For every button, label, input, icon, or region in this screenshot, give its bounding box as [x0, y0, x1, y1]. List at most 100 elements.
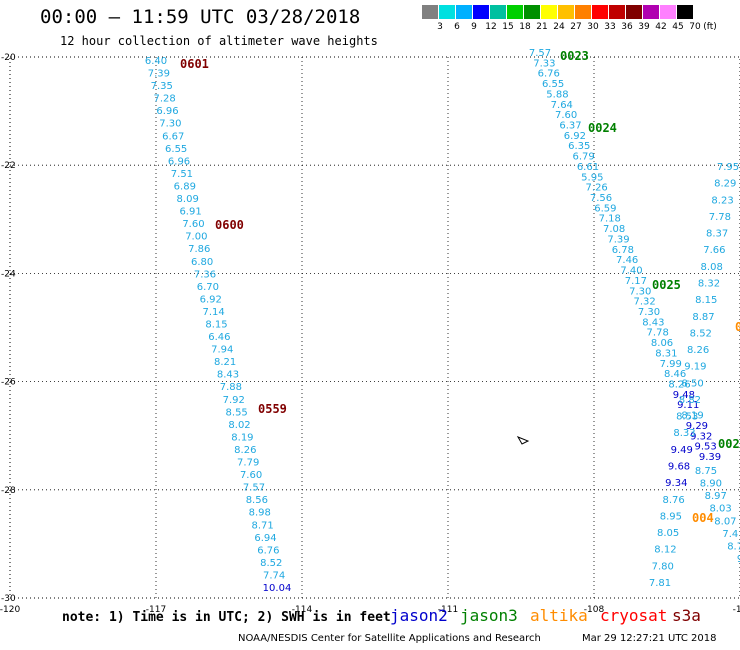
- colorbar-label: 27: [570, 22, 582, 32]
- wave-height-label: 8.98: [249, 508, 271, 519]
- colorbar-label: 36: [621, 22, 633, 32]
- colorbar-swatch: [626, 5, 642, 19]
- credit-line: NOAA/NESDIS Center for Satellite Applica…: [238, 633, 541, 644]
- colorbar-label: 18: [519, 22, 531, 32]
- wave-height-label: 8.46: [664, 369, 686, 380]
- wave-height-label: 7.78: [647, 328, 669, 339]
- chart-subtitle: 12 hour collection of altimeter wave hei…: [60, 34, 378, 48]
- wave-height-label: 9.11: [677, 400, 699, 411]
- wave-height-label: 5.95: [581, 172, 603, 183]
- wave-height-label: 8.15: [695, 295, 717, 306]
- wave-height-label: 8.09: [177, 194, 199, 205]
- wave-height-label: 7.4: [722, 529, 738, 540]
- colorbar-label: 15: [502, 22, 514, 32]
- wave-height-label: 8.43: [217, 370, 239, 381]
- island-outline: [516, 436, 530, 445]
- wave-height-label: 7.35: [151, 81, 173, 92]
- wave-height-label: 7.36: [194, 269, 216, 280]
- wave-height-label: 7.79: [237, 458, 259, 469]
- lon-tick-label: -114: [292, 605, 313, 615]
- wave-height-label: 7.17: [625, 276, 647, 287]
- wave-height-label: 7.64: [551, 100, 573, 111]
- colorbar-label: 21: [536, 22, 548, 32]
- wave-height-label: 8.71: [251, 520, 273, 531]
- satellite-jason2: jason2: [390, 606, 448, 625]
- wave-height-label: 8.90: [700, 479, 722, 490]
- pass-label: 0023: [560, 49, 589, 63]
- chart-title: 00:00 — 11:59 UTC 03/28/2018: [40, 6, 361, 28]
- wave-height-label: 9.53: [695, 442, 717, 453]
- colorbar-label: 30: [587, 22, 599, 32]
- colorbar-swatch: [575, 5, 591, 19]
- colorbar-swatch: [439, 5, 455, 19]
- wave-height-label: 7.30: [629, 286, 651, 297]
- wave-height-label: 8.50: [682, 378, 704, 389]
- wave-height-label: 5.88: [546, 89, 568, 100]
- wave-height-label: 8.32: [698, 278, 720, 289]
- wave-height-label: 6.35: [568, 141, 590, 152]
- wave-height-label: 6.59: [594, 203, 616, 214]
- satellite-jason3: jason3: [460, 606, 518, 625]
- wave-height-label: 7.51: [171, 169, 193, 180]
- wave-height-label: 7.26: [586, 183, 608, 194]
- wave-height-label: 8.52: [260, 558, 282, 569]
- colorbar-label: 42: [655, 22, 667, 32]
- wave-height-label: 8.23: [711, 195, 733, 206]
- wave-height-label: 8.05: [657, 528, 679, 539]
- colorbar-swatch: [541, 5, 557, 19]
- pass-label: 0600: [215, 218, 244, 232]
- wave-height-label: 8.19: [231, 432, 253, 443]
- wave-height-label: 7.39: [607, 234, 629, 245]
- wave-height-label: 7.33: [533, 58, 555, 69]
- wave-height-label: 6.92: [200, 294, 222, 305]
- wave-height-label: 9.34: [665, 478, 687, 489]
- altimeter-tracks: 6.407.397.357.286.967.306.676.556.967.51…: [145, 48, 740, 594]
- lon-tick-label: -10: [733, 605, 740, 615]
- wave-height-label: 6.55: [542, 79, 564, 90]
- lon-tick-label: -120: [0, 605, 20, 615]
- wave-height-label: 7.32: [633, 297, 655, 308]
- generated-timestamp: Mar 29 12:27:21 UTC 2018: [582, 633, 717, 644]
- colorbar-swatch: [456, 5, 472, 19]
- map-grid: [10, 57, 740, 598]
- wave-height-label: 7.99: [660, 359, 682, 370]
- wave-height-label: 8.21: [214, 357, 236, 368]
- wave-height-label: 7.46: [616, 255, 638, 266]
- colorbar-swatch: [592, 5, 608, 19]
- colorbar-swatch: [422, 5, 438, 19]
- wave-height-label: 7.30: [159, 119, 181, 130]
- wave-height-label: 8.15: [205, 320, 227, 331]
- wave-height-label: 7.60: [240, 470, 262, 481]
- wave-height-label: 8.19: [681, 411, 703, 422]
- pass-label: 004: [692, 511, 714, 525]
- lat-tick-label: -22: [1, 161, 16, 171]
- colorbar-swatch: [507, 5, 523, 19]
- wave-height-label: 6.40: [145, 56, 167, 67]
- footer-note: note: 1) Time is in UTC; 2) SWH is in fe…: [62, 610, 391, 625]
- wave-height-label: 9.49: [671, 445, 693, 456]
- wave-height-label: 7.60: [182, 219, 204, 230]
- wave-height-label: 8.97: [705, 491, 727, 502]
- wave-height-label: 7.74: [263, 570, 285, 581]
- wave-height-label: 7.78: [709, 212, 731, 223]
- pass-label: 0559: [258, 402, 287, 416]
- lon-tick-label: -111: [438, 605, 458, 615]
- colorbar-label: 12: [485, 22, 497, 32]
- wave-height-label: 8.06: [651, 338, 673, 349]
- colorbar-swatch: [660, 5, 676, 19]
- wave-height-label: 8.12: [654, 545, 676, 556]
- wave-height-label: 7.92: [223, 395, 245, 406]
- wave-height-label: 8.03: [709, 504, 731, 515]
- wave-height-label: 6.70: [197, 282, 219, 293]
- wave-height-label: 8.56: [246, 495, 268, 506]
- wave-height-label: 8.08: [701, 262, 723, 273]
- wave-height-label: 6.78: [612, 245, 634, 256]
- wave-height-label: 7.88: [220, 382, 242, 393]
- lat-tick-label: -26: [1, 378, 16, 388]
- wave-height-label: 9: [737, 554, 740, 565]
- colorbar-swatch: [609, 5, 625, 19]
- wave-height-label: 6.96: [168, 156, 190, 167]
- wave-height-label: 8.02: [228, 420, 250, 431]
- wave-height-label: 6.37: [559, 121, 581, 132]
- colorbar-label: 39: [638, 22, 650, 32]
